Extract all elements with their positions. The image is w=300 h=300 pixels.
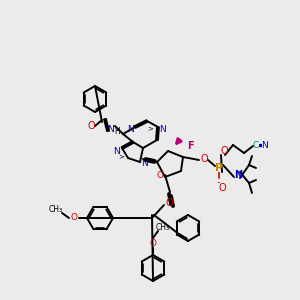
Text: O: O [200, 154, 208, 164]
Text: P: P [215, 163, 223, 173]
Text: O: O [220, 146, 228, 156]
Text: O: O [149, 238, 157, 247]
Text: N: N [160, 124, 167, 134]
Text: O: O [218, 183, 226, 193]
Text: N: N [127, 124, 134, 134]
Text: C: C [253, 140, 259, 149]
Text: O: O [165, 198, 173, 208]
Text: CH₃: CH₃ [156, 224, 170, 232]
Text: F: F [187, 141, 193, 151]
Text: N: N [262, 140, 268, 149]
Text: H: H [114, 128, 120, 136]
Text: N: N [114, 146, 120, 155]
Text: O: O [87, 121, 95, 131]
Text: N: N [106, 124, 113, 134]
Text: O: O [70, 214, 77, 223]
Text: O: O [157, 172, 164, 181]
Text: N: N [234, 170, 242, 180]
Text: CH₃: CH₃ [49, 206, 63, 214]
Text: N: N [142, 160, 148, 169]
Text: >: > [118, 153, 124, 159]
Text: >: > [147, 125, 153, 131]
